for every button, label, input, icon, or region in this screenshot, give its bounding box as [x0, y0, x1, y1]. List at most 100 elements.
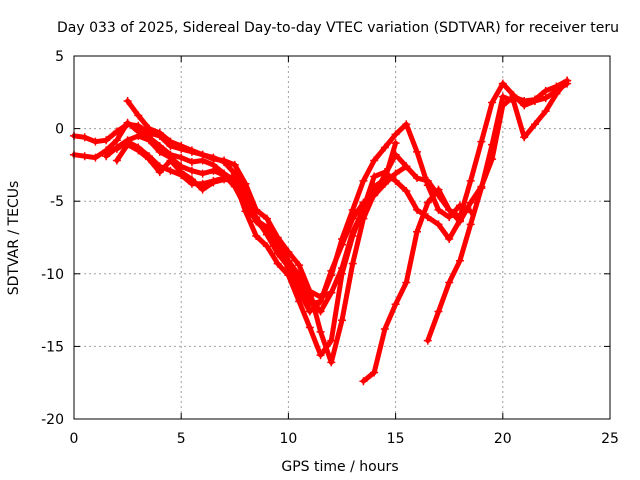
data-point	[552, 89, 561, 98]
data-point	[380, 143, 389, 152]
data-point	[530, 120, 539, 129]
data-point	[413, 205, 422, 214]
data-point	[477, 137, 486, 146]
data-point	[80, 152, 89, 161]
data-point	[370, 156, 379, 165]
data-point	[445, 234, 454, 243]
data-point	[262, 214, 271, 223]
data-point	[391, 150, 400, 159]
data-point	[262, 242, 271, 251]
data-point	[402, 120, 411, 129]
data-point	[295, 261, 304, 270]
data-point	[273, 234, 282, 243]
data-point	[327, 271, 336, 280]
data-point	[123, 118, 132, 127]
data-point	[134, 131, 143, 140]
y-tick-label: -20	[41, 412, 64, 428]
data-point	[413, 227, 422, 236]
y-tick-label: -15	[41, 339, 64, 355]
data-point	[327, 336, 336, 345]
x-tick-labels: 0 5 10 15 20 25	[70, 431, 619, 447]
data-point	[91, 137, 100, 146]
x-axis-label: GPS time / hours	[281, 459, 398, 475]
data-point	[498, 79, 507, 88]
data-point	[327, 288, 336, 297]
data-point	[445, 278, 454, 287]
data-point	[413, 147, 422, 156]
data-point	[541, 107, 550, 116]
x-tick-label: 10	[279, 431, 297, 447]
data-point	[112, 144, 121, 153]
data-point	[295, 297, 304, 306]
data-point	[530, 95, 539, 104]
axis-ticks	[73, 55, 611, 420]
data-point	[241, 194, 250, 203]
data-series-group	[70, 76, 572, 386]
data-point	[445, 213, 454, 222]
data-point	[198, 179, 207, 188]
data-point	[305, 287, 314, 296]
data-point	[80, 133, 89, 142]
data-point	[413, 173, 422, 182]
data-point	[541, 94, 550, 103]
data-point	[391, 300, 400, 309]
data-point	[520, 97, 529, 106]
data-point	[466, 220, 475, 229]
data-point	[348, 205, 357, 214]
data-point	[541, 86, 550, 95]
data-point	[338, 269, 346, 278]
data-point	[145, 136, 154, 145]
data-point	[445, 205, 454, 214]
data-point	[295, 278, 304, 287]
y-tick-label: 5	[55, 49, 64, 65]
y-tick-label: -5	[50, 194, 64, 210]
data-point	[520, 133, 529, 142]
y-tick-labels: 5 0 -5 -10 -15 -20	[41, 49, 64, 428]
data-point	[338, 316, 346, 325]
data-point	[498, 92, 507, 101]
data-point	[284, 263, 293, 272]
plot-frame	[73, 55, 611, 420]
data-point	[338, 234, 346, 243]
x-tick-label: 15	[387, 431, 405, 447]
data-point	[380, 324, 389, 333]
data-point	[391, 176, 400, 185]
data-point	[241, 207, 250, 216]
data-point	[316, 297, 325, 306]
data-point	[166, 156, 175, 165]
data-point	[466, 176, 475, 185]
data-point	[209, 166, 218, 175]
data-point	[434, 205, 443, 214]
data-point	[348, 259, 357, 268]
data-point	[391, 130, 400, 139]
data-point	[423, 198, 432, 207]
data-point	[230, 160, 239, 169]
data-point	[252, 213, 261, 222]
x-tick-label: 25	[601, 431, 619, 447]
series-line-8	[425, 78, 570, 344]
data-point	[220, 157, 229, 166]
data-point	[402, 187, 411, 196]
data-point	[112, 156, 121, 165]
data-point	[112, 136, 121, 145]
data-point	[359, 176, 368, 185]
data-point	[198, 150, 207, 159]
data-point	[123, 97, 132, 106]
data-point	[563, 76, 572, 85]
data-point	[488, 140, 497, 149]
data-point	[391, 169, 400, 178]
data-point	[327, 358, 336, 367]
data-point	[455, 256, 464, 265]
data-point	[252, 232, 261, 241]
chart-title: Day 033 of 2025, Sidereal Day-to-day VTE…	[57, 20, 619, 36]
data-point	[434, 220, 443, 229]
data-point	[134, 111, 143, 120]
data-point	[370, 368, 379, 377]
data-point	[187, 179, 196, 188]
data-point	[402, 162, 411, 171]
data-point	[466, 198, 475, 207]
data-point	[230, 172, 239, 181]
x-tick-label: 20	[494, 431, 512, 447]
data-point	[155, 162, 164, 171]
data-point	[316, 351, 325, 360]
